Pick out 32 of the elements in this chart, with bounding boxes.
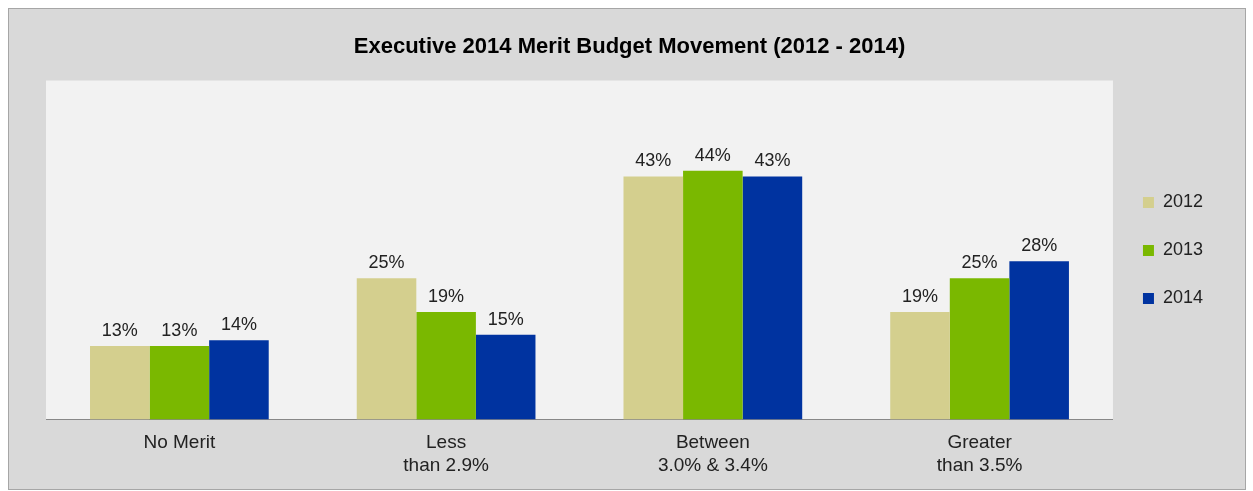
data-label: 14% xyxy=(220,314,257,335)
bar xyxy=(475,334,536,420)
legend-label: 2014 xyxy=(1162,287,1203,308)
data-label: 25% xyxy=(368,252,405,273)
bar xyxy=(1009,261,1069,420)
data-label: 13% xyxy=(101,319,138,340)
bar xyxy=(356,278,417,420)
x-tick-label: Less than 2.9% xyxy=(403,431,489,475)
bar xyxy=(209,340,269,420)
bar xyxy=(742,176,803,420)
x-tick-label: Greater than 3.5% xyxy=(936,431,1023,475)
bar xyxy=(149,345,210,420)
bar xyxy=(949,278,1010,420)
data-label: 43% xyxy=(754,150,791,171)
x-tick-label: Between 3.0% & 3.4% xyxy=(657,431,768,475)
data-label: 13% xyxy=(161,319,198,340)
data-label: 28% xyxy=(1021,235,1058,256)
data-label: 44% xyxy=(694,144,731,165)
chart-title: Executive 2014 Merit Budget Movement (2012 - 2014) xyxy=(353,33,906,59)
bar xyxy=(683,170,743,420)
x-tick-label: No Merit xyxy=(143,431,216,453)
bar xyxy=(416,312,476,420)
legend-label: 2013 xyxy=(1162,239,1203,260)
bar xyxy=(623,176,684,420)
data-label: 19% xyxy=(902,286,939,307)
data-label: 19% xyxy=(428,286,465,307)
bar xyxy=(90,345,150,420)
data-label: 15% xyxy=(487,308,524,329)
data-label: 25% xyxy=(961,252,998,273)
data-label: 43% xyxy=(635,150,672,171)
legend-label: 2012 xyxy=(1162,191,1203,212)
bar xyxy=(890,312,950,420)
